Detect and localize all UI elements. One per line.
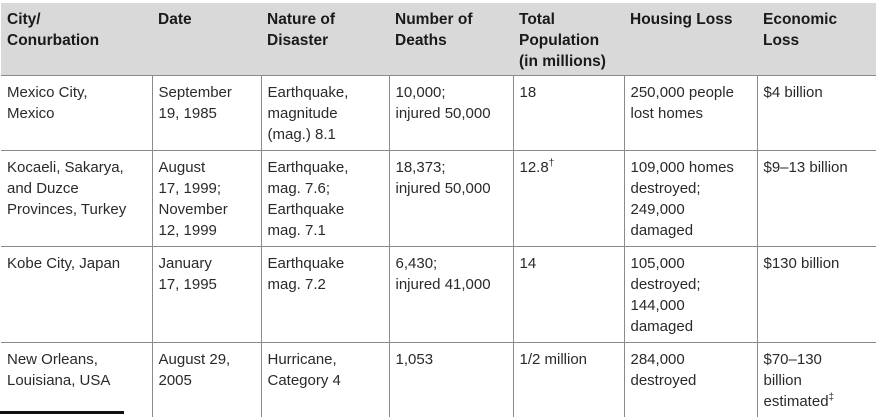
cell-date: September 19, 1985: [152, 76, 261, 151]
cell-nature: Earthquake, magnitude (mag.) 8.1: [261, 76, 389, 151]
cell-city-text: Kocaeli, Sakarya, and Duzce Provinces, T…: [7, 159, 126, 218]
cell-city: Kocaeli, Sakarya, and Duzce Provinces, T…: [1, 151, 152, 247]
cell-city: Mexico City, Mexico: [1, 76, 152, 151]
cell-nature-text: Earthquake, magnitude (mag.) 8.1: [268, 84, 349, 143]
cell-population-text: 1/2 million: [520, 351, 588, 368]
header-housing: Housing Loss: [624, 3, 757, 76]
cell-city-text: New Orleans, Louisiana, USA: [7, 351, 110, 389]
economic-footnote-mark: ‡: [829, 392, 835, 403]
cell-deaths-text: 6,430; injured 41,000: [396, 255, 491, 293]
table-row: Kocaeli, Sakarya, and Duzce Provinces, T…: [1, 151, 876, 247]
cell-population: 14: [513, 247, 624, 343]
cell-population: 12.8†: [513, 151, 624, 247]
cell-deaths: 6,430; injured 41,000: [389, 247, 513, 343]
cell-housing: 109,000 homes destroyed; 249,000 damaged: [624, 151, 757, 247]
table-row: Kobe City, Japan January 17, 1995 Earthqua…: [1, 247, 876, 343]
cell-date-text: August 17, 1999; November 12, 1999: [159, 159, 228, 239]
cell-population-text: 12.8: [520, 159, 549, 176]
cell-economic-text: $70–130 billion estimated: [764, 351, 829, 410]
cell-nature-text: Earthquake, mag. 7.6; Earthquake mag. 7.…: [268, 159, 349, 239]
cell-date: August 17, 1999; November 12, 1999: [152, 151, 261, 247]
cell-city: Kobe City, Japan: [1, 247, 152, 343]
table-row: New Orleans, Louisiana, USA August 29, 20…: [1, 343, 876, 417]
table-row: Mexico City, Mexico September 19, 1985 Ear…: [1, 76, 876, 151]
cell-housing-text: 109,000 homes destroyed; 249,000 damaged: [631, 159, 734, 239]
cell-deaths: 1,053: [389, 343, 513, 417]
cell-deaths: 10,000; injured 50,000: [389, 76, 513, 151]
cell-deaths-text: 18,373; injured 50,000: [396, 159, 491, 197]
cell-housing: 105,000 destroyed; 144,000 damaged: [624, 247, 757, 343]
cell-nature-text: Hurricane, Category 4: [268, 351, 341, 389]
cell-economic-text: $130 billion: [764, 255, 840, 272]
cell-deaths-text: 1,053: [396, 351, 434, 368]
header-economic: Economic Loss: [757, 3, 876, 76]
header-city: City/ Conurbation: [1, 3, 152, 76]
cell-housing-text: 105,000 destroyed; 144,000 damaged: [631, 255, 701, 335]
cell-economic: $9–13 billion: [757, 151, 876, 247]
cell-housing: 250,000 people lost homes: [624, 76, 757, 151]
cell-nature: Hurricane, Category 4: [261, 343, 389, 417]
cell-housing-text: 250,000 people lost homes: [631, 84, 734, 122]
cell-deaths-text: 10,000; injured 50,000: [396, 84, 491, 122]
header-population: Total Population (in millions): [513, 3, 624, 76]
cell-city: New Orleans, Louisiana, USA: [1, 343, 152, 417]
cell-deaths: 18,373; injured 50,000: [389, 151, 513, 247]
cell-economic: $4 billion: [757, 76, 876, 151]
cell-city-text: Mexico City, Mexico: [7, 84, 88, 122]
cell-economic-text: $4 billion: [764, 84, 823, 101]
cell-nature-text: Earthquake mag. 7.2: [268, 255, 345, 293]
header-deaths: Number of Deaths: [389, 3, 513, 76]
cell-housing-text: 284,000 destroyed: [631, 351, 697, 389]
cell-population-text: 14: [520, 255, 537, 272]
cell-economic: $70–130 billion estimated‡: [757, 343, 876, 417]
cell-city-text: Kobe City, Japan: [7, 255, 120, 272]
cell-housing: 284,000 destroyed: [624, 343, 757, 417]
population-footnote-mark: †: [549, 158, 555, 169]
cell-date: January 17, 1995: [152, 247, 261, 343]
cell-population-text: 18: [520, 84, 537, 101]
cell-economic: $130 billion: [757, 247, 876, 343]
cell-nature: Earthquake, mag. 7.6; Earthquake mag. 7.…: [261, 151, 389, 247]
header-nature: Nature of Disaster: [261, 3, 389, 76]
cell-economic-text: $9–13 billion: [764, 159, 848, 176]
cell-population: 18: [513, 76, 624, 151]
cell-nature: Earthquake mag. 7.2: [261, 247, 389, 343]
cell-date-text: January 17, 1995: [159, 255, 217, 293]
table-body: Mexico City, Mexico September 19, 1985 Ear…: [1, 76, 876, 417]
cell-date-text: September 19, 1985: [159, 84, 232, 122]
cell-date: August 29, 2005: [152, 343, 261, 417]
header-date: Date: [152, 3, 261, 76]
cell-date-text: August 29, 2005: [159, 351, 231, 389]
cell-population: 1/2 million: [513, 343, 624, 417]
